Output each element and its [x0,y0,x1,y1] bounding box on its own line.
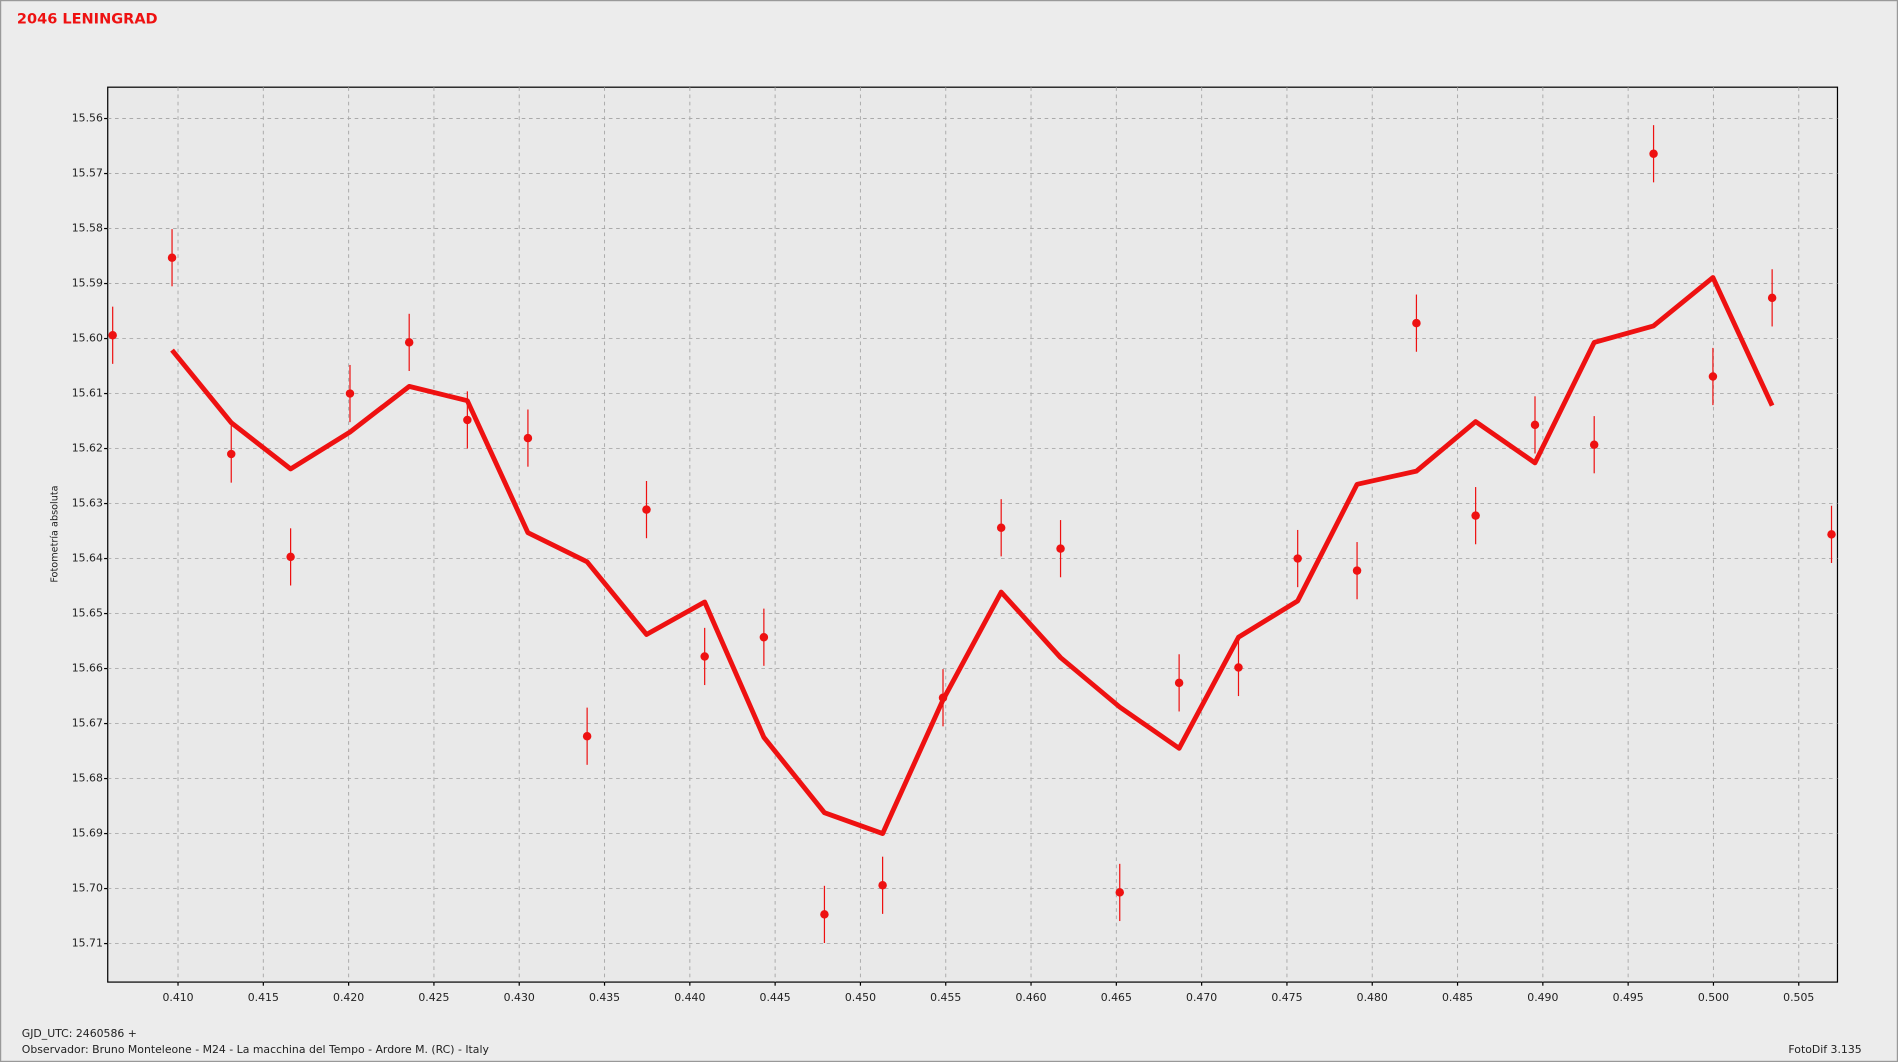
x-tick-label: 0.500 [1698,991,1729,1004]
footer-software: FotoDif 3.135 [1788,1043,1861,1056]
data-point [463,415,472,425]
data-point [1708,372,1718,381]
chart-title: 2046 LENINGRAD [17,11,158,27]
y-tick-label: 15.69 [72,827,103,840]
y-axis-label: Fotometría absoluta [48,485,60,582]
y-tick-label: 15.67 [72,717,103,730]
y-tick-label: 15.64 [72,552,103,565]
data-point [759,632,769,642]
data-point [642,505,651,514]
plot-area [107,86,1839,983]
data-point [1589,440,1599,449]
x-tick-label: 0.455 [930,991,961,1004]
y-tick-label: 15.56 [72,112,103,125]
y-tick-label: 15.60 [72,332,103,345]
y-tick-label: 15.62 [72,442,103,455]
y-tick-label: 15.61 [72,387,103,400]
fit-line [170,275,1775,836]
x-tick-label: 0.475 [1271,991,1302,1004]
x-tick-label: 0.465 [1101,991,1132,1004]
y-tick-label: 15.68 [72,772,103,785]
x-tick-label: 0.485 [1442,991,1473,1004]
y-tick-label: 15.59 [72,277,103,290]
footer-observer: Observador: Bruno Monteleone - M24 - La … [22,1043,490,1056]
footer-gjd: GJD_UTC: 2460586 + [22,1027,137,1040]
data-point [345,389,355,398]
data-point [878,881,887,890]
data-point [1530,420,1540,430]
y-tick-label: 15.65 [72,607,103,620]
x-tick-label: 0.495 [1613,991,1644,1004]
x-tick-label: 0.450 [845,991,876,1004]
x-tick-label: 0.470 [1186,991,1217,1004]
data-point [404,338,414,347]
data-point [1293,554,1302,563]
data-point [227,449,236,459]
x-tick-label: 0.430 [504,991,535,1004]
x-tick-label: 0.415 [248,991,279,1004]
data-point [1471,511,1480,520]
x-tick-label: 0.420 [333,991,364,1004]
data-point [1649,149,1658,158]
data-point [1412,318,1421,328]
data-point [167,253,177,262]
data-point [582,731,592,741]
x-tick-label: 0.440 [674,991,705,1004]
y-tick-label: 15.58 [72,222,103,235]
x-tick-label: 0.445 [760,991,791,1004]
y-tick-label: 15.63 [72,497,103,510]
x-tick-label: 0.435 [589,991,620,1004]
data-point [1767,293,1777,303]
data-point [1352,566,1362,575]
y-tick-label: 15.70 [72,882,103,895]
data-point [1827,530,1836,539]
x-tick-label: 0.480 [1357,991,1388,1004]
x-tick-label: 0.460 [1015,991,1046,1004]
data-point [523,433,533,443]
y-tick-label: 15.57 [72,167,103,180]
data-point [1056,544,1065,553]
x-tick-label: 0.490 [1527,991,1558,1004]
data-point [700,652,709,661]
x-tick-label: 0.410 [162,991,193,1004]
data-point [1174,678,1184,688]
data-point [108,331,117,340]
data-point [820,910,829,919]
data-point [1115,888,1124,897]
data-point [1234,663,1243,672]
data-point [996,523,1006,532]
x-tick-label: 0.505 [1783,991,1814,1004]
data-point [286,552,295,562]
y-tick-label: 15.66 [72,662,103,675]
y-tick-label: 15.71 [72,937,103,950]
x-tick-label: 0.425 [418,991,449,1004]
